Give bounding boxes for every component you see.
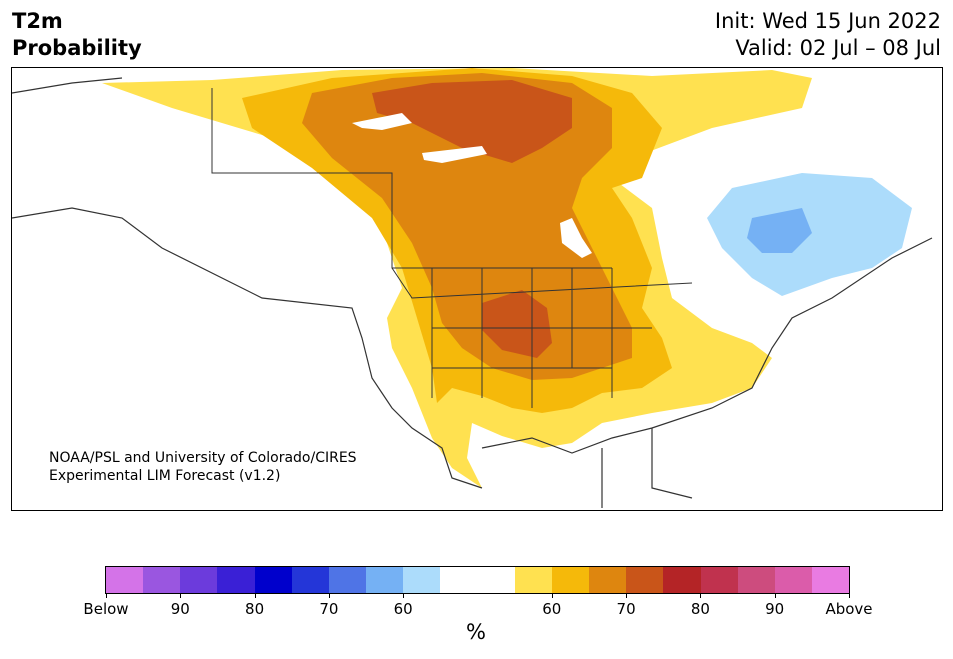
lake-winnipeg xyxy=(560,218,592,258)
colorbar-tick-mark xyxy=(551,593,553,598)
colorbar-tick-mark xyxy=(106,593,107,598)
valid-range: Valid: 02 Jul – 08 Jul xyxy=(735,36,941,60)
colorbar-cell xyxy=(180,567,218,593)
colorbar-unit: % xyxy=(466,620,486,644)
colorbar-cell xyxy=(217,567,255,593)
title-variable: T2m xyxy=(12,9,63,33)
colorbar-tick-label: 60 xyxy=(542,600,562,618)
credit-line-1: NOAA/PSL and University of Colorado/CIRE… xyxy=(49,450,357,466)
colorbar-tick-mark xyxy=(774,593,776,598)
region-above-80 xyxy=(302,73,632,380)
colorbar-tick-label: 60 xyxy=(393,600,413,618)
region-above-90 xyxy=(372,80,572,163)
colorbar-tick-label: 70 xyxy=(319,600,339,618)
colorbar-tick-mark xyxy=(180,593,182,598)
map-title: T2m Probability xyxy=(12,8,142,62)
borders xyxy=(211,88,693,408)
region-below-70 xyxy=(747,208,812,253)
colorbar-cell xyxy=(254,567,292,593)
colorbar-cell xyxy=(143,567,181,593)
colorbar-cell xyxy=(737,567,775,593)
coastline xyxy=(12,77,933,508)
colorbar xyxy=(105,566,850,594)
colorbar-tick-mark xyxy=(849,593,850,598)
probability-map xyxy=(12,68,933,508)
colorbar-cell xyxy=(477,567,515,593)
colorbar-cell xyxy=(328,567,367,593)
colorbar-cell xyxy=(291,567,329,593)
colorbar-tick-label: 70 xyxy=(616,600,636,618)
colorbar-cell xyxy=(514,567,552,593)
colorbar-tick-label: 90 xyxy=(765,600,785,618)
colorbar-cell xyxy=(774,567,812,593)
colorbar-cell xyxy=(106,567,144,593)
colorbar-cell xyxy=(811,567,850,593)
credit-text: NOAA/PSL and University of Colorado/CIRE… xyxy=(49,449,357,485)
colorbar-cell xyxy=(366,567,404,593)
colorbar-cell xyxy=(440,567,478,593)
credit-line-2: Experimental LIM Forecast (v1.2) xyxy=(49,468,281,484)
colorbar-tick-mark xyxy=(626,593,628,598)
colorbar-cell xyxy=(663,567,701,593)
colorbar-cell xyxy=(403,567,441,593)
colorbar-tick-mark xyxy=(254,593,256,598)
colorbar-tick-mark xyxy=(403,593,405,598)
colorbar-tick-label: Below xyxy=(83,600,129,618)
init-date: Init: Wed 15 Jun 2022 xyxy=(714,9,941,33)
colorbar-tick-label: Above xyxy=(825,600,873,618)
colorbar-cell xyxy=(589,567,627,593)
title-quantity: Probability xyxy=(12,36,142,60)
forecast-dates: Init: Wed 15 Jun 2022 Valid: 02 Jul – 08… xyxy=(715,8,941,62)
colorbar-tick-mark xyxy=(328,593,330,598)
colorbar-tick-label: 80 xyxy=(245,600,265,618)
region-above-90-central xyxy=(482,290,552,358)
colorbar-cell xyxy=(626,567,664,593)
colorbar-cell xyxy=(700,567,738,593)
great-slave-lake xyxy=(422,146,487,163)
colorbar-tick-label: 80 xyxy=(690,600,710,618)
colorbar-cell xyxy=(551,567,590,593)
great-bear-lake xyxy=(352,113,412,130)
colorbar-tick-mark xyxy=(700,593,702,598)
map-panel xyxy=(11,67,943,511)
colorbar-tick-label: 90 xyxy=(170,600,190,618)
